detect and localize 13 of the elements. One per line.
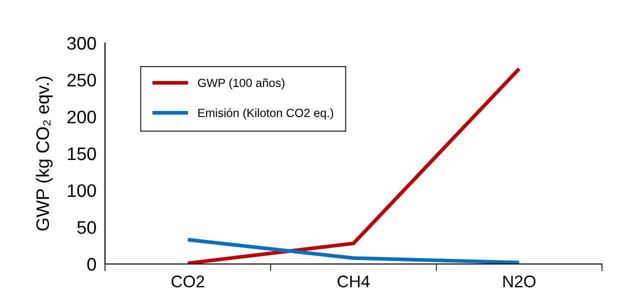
y-tick-label: 50 <box>77 221 96 234</box>
legend-label: GWP (100 años) <box>198 78 284 90</box>
y-tick-label: 200 <box>67 110 96 124</box>
x-tick-label: CH4 <box>338 276 370 288</box>
y-tick-label: 0 <box>87 258 96 271</box>
x-tick-label: N2O <box>503 276 536 288</box>
y-tick-label: 150 <box>68 147 96 160</box>
x-tick-label: CO2 <box>172 276 204 288</box>
y-tick-label: 250 <box>67 74 96 87</box>
y-tick-label: 100 <box>68 184 96 198</box>
y-axis-title: GWP (kg CO₂ eqv.) <box>36 76 53 231</box>
y-tick-label: 300 <box>67 36 96 50</box>
legend-label: Emisión (Kiloton CO2 eq.) <box>198 108 334 120</box>
